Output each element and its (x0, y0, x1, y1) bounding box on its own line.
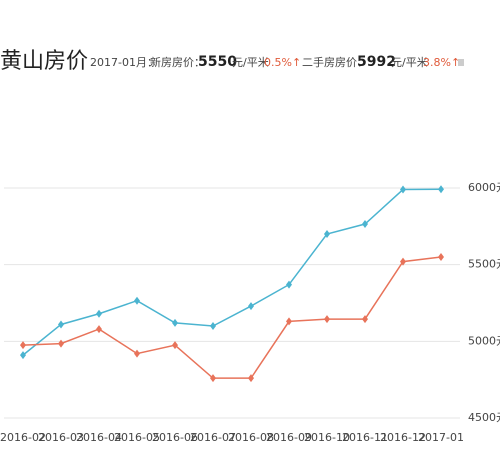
x-tick-label: 2016-08 (228, 431, 274, 444)
new-label: 新房房价： (150, 55, 205, 69)
point (58, 320, 64, 329)
series-line (22, 256, 442, 379)
used-price: 5992 (357, 54, 396, 70)
y-tick-label: 6000元 (468, 181, 500, 194)
point (20, 341, 26, 350)
x-tick-label: 2017-01 (418, 431, 464, 444)
x-tick-label: 2016-04 (76, 431, 122, 444)
point (362, 315, 368, 324)
point (58, 339, 64, 348)
y-tick-label: 5000元 (468, 334, 500, 347)
icon (458, 59, 464, 66)
new-price: 5550 (198, 54, 237, 70)
period: 2017-01月： (90, 56, 158, 69)
point (96, 325, 102, 334)
y-tick-label: 5500元 (468, 258, 500, 271)
point (210, 322, 216, 330)
used-unit: 元/平米 (391, 56, 428, 69)
chart-title: 黄山房价 (0, 49, 88, 74)
point (96, 309, 102, 318)
point (134, 349, 140, 358)
point (362, 220, 368, 229)
point (248, 374, 254, 383)
x-tick-label: 2016-02 (0, 431, 46, 444)
used-change: 3.8%↑ (423, 56, 460, 69)
x-tick-label: 2016-06 (152, 431, 198, 444)
x-tick-label: 2016-09 (266, 431, 312, 444)
point (438, 253, 444, 261)
point (134, 296, 140, 305)
x-tick-label: 2016-03 (38, 431, 84, 444)
point (172, 341, 178, 350)
point (400, 185, 406, 194)
point (248, 302, 254, 311)
point (438, 185, 444, 194)
point (172, 318, 178, 327)
x-tick-label: 2016-07 (190, 431, 236, 444)
point (20, 351, 26, 360)
point (210, 374, 216, 383)
point (286, 317, 292, 326)
y-tick-label: 4500元 (468, 411, 500, 424)
x-tick-label: 2016-10 (304, 431, 350, 444)
point (324, 315, 330, 324)
series-line (22, 188, 442, 356)
used-label: 二手房房价： (302, 55, 368, 69)
x-tick-label: 2016-12 (380, 431, 426, 444)
new-unit: 元/平米 (232, 56, 269, 69)
x-tick-label: 2016-05 (114, 431, 160, 444)
x-tick-label: 2016-11 (342, 431, 388, 444)
point (324, 230, 330, 238)
point (286, 280, 292, 289)
new-change: 0.5%↑ (264, 56, 301, 69)
point (400, 257, 406, 266)
